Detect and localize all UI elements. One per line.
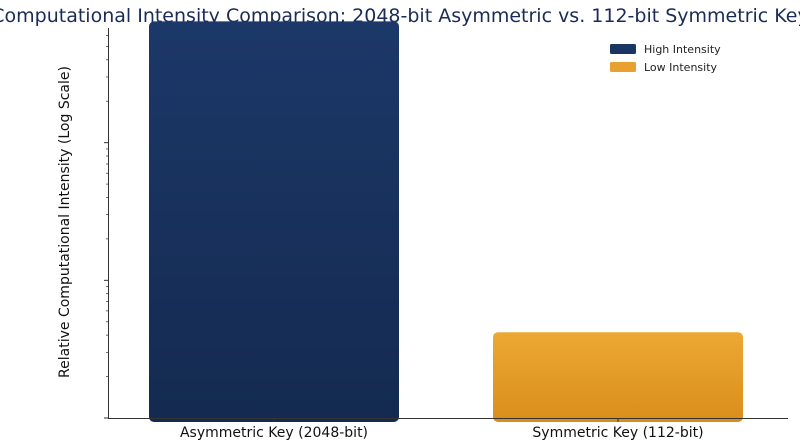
legend-label-low: Low Intensity <box>644 61 718 74</box>
chart-title: Computational Intensity Comparison: 2048… <box>0 5 800 27</box>
y-axis-ticks <box>104 35 108 419</box>
legend: High Intensity Low Intensity <box>610 43 721 74</box>
y-axis-label: Relative Computational Intensity (Log Sc… <box>57 66 73 378</box>
x-tick-label: Symmetric Key (112-bit) <box>532 425 703 441</box>
x-axis-tick-labels: Asymmetric Key (2048-bit) Symmetric Key (… <box>180 418 704 441</box>
bars <box>149 21 743 423</box>
legend-label-high: High Intensity <box>644 43 721 56</box>
bar-symmetric-key <box>493 332 743 422</box>
legend-swatch-low <box>610 62 636 72</box>
x-tick-label: Asymmetric Key (2048-bit) <box>180 425 368 441</box>
legend-swatch-high <box>610 44 636 54</box>
bar-asymmetric-key <box>149 21 399 423</box>
